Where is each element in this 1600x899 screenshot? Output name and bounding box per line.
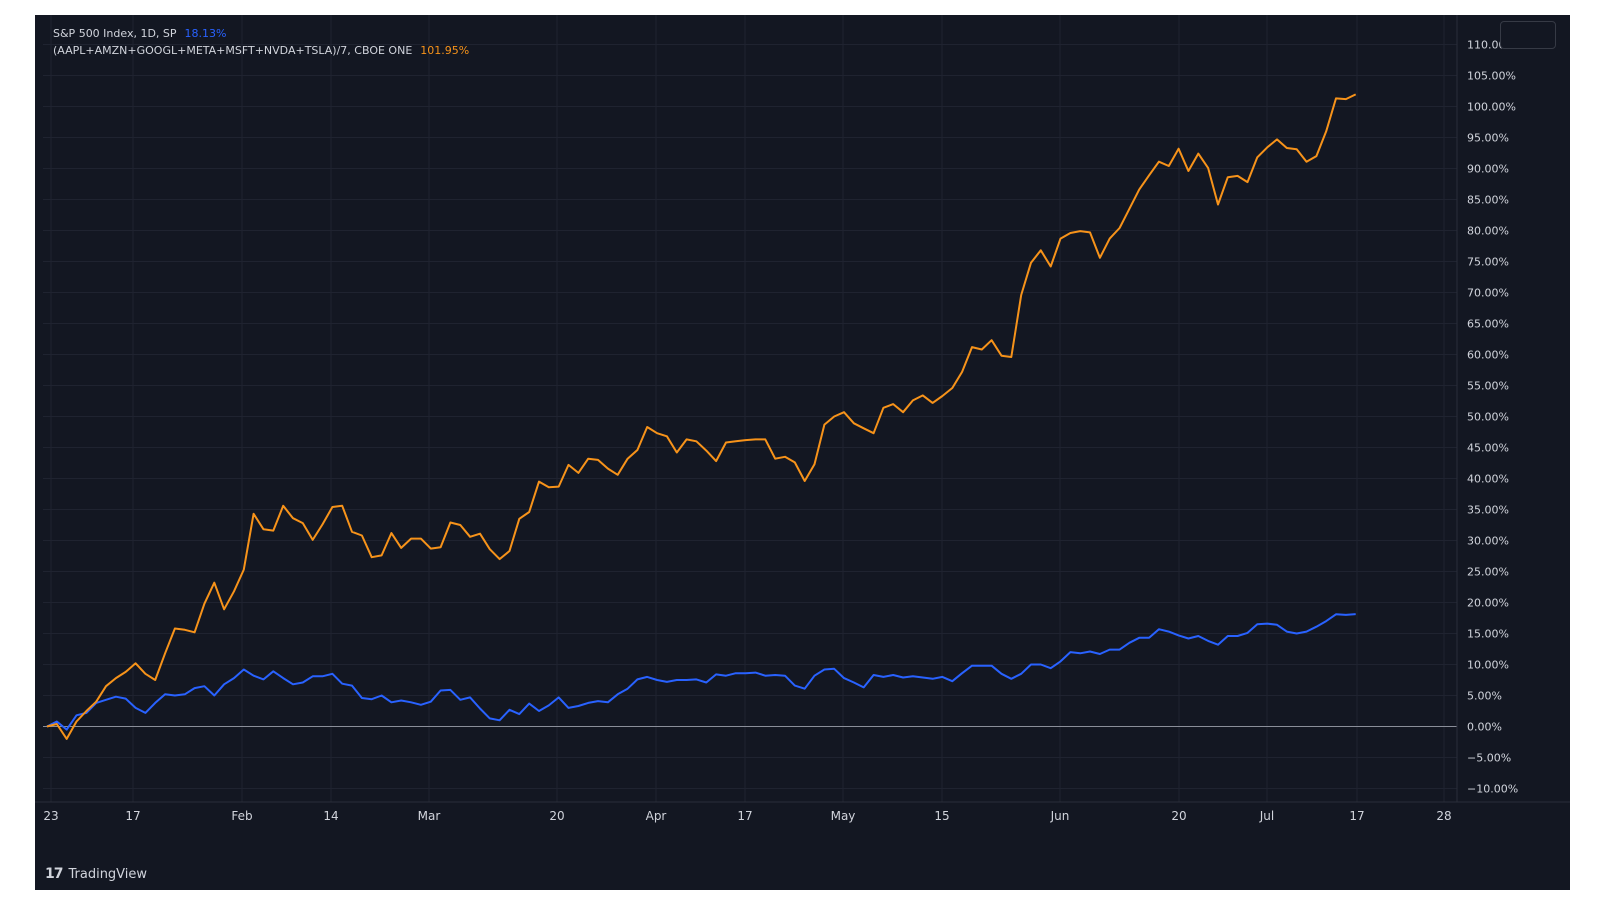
mega-cap-line — [46, 93, 1357, 740]
y-tick-label: −5.00% — [1467, 752, 1511, 765]
x-tick-label: Apr — [646, 809, 667, 823]
y-tick-label: 30.00% — [1467, 535, 1509, 548]
y-tick-label: 100.00% — [1467, 101, 1516, 114]
x-tick-label: Feb — [231, 809, 252, 823]
sp500-line — [46, 613, 1356, 731]
y-tick-label: 50.00% — [1467, 411, 1509, 424]
y-tick-label: 85.00% — [1467, 194, 1509, 207]
y-tick-label: −10.00% — [1467, 783, 1518, 796]
y-tick-label: 90.00% — [1467, 163, 1509, 176]
x-tick-label: 23 — [43, 809, 58, 823]
x-tick-label: 14 — [323, 809, 338, 823]
y-tick-label: 95.00% — [1467, 132, 1509, 145]
x-tick-label: May — [831, 809, 856, 823]
y-tick-label: 35.00% — [1467, 504, 1509, 517]
y-tick-label: 40.00% — [1467, 473, 1509, 486]
legend-mega-cap-label: (AAPL+AMZN+GOOGL+META+MSFT+NVDA+TSLA)/7,… — [53, 44, 413, 57]
x-tick-label: 20 — [549, 809, 564, 823]
tradingview-branding[interactable]: 17 TradingView — [45, 866, 147, 882]
chart-panel: 110.00% 105.00% 100.00% 95.00% 90.00% 85.00% 8… — [35, 15, 1570, 890]
y-tick-label: 25.00% — [1467, 566, 1509, 579]
legend-mega-cap-value: 101.95% — [420, 44, 470, 57]
y-tick-label: 5.00% — [1467, 690, 1502, 703]
legend-sp500-label: S&P 500 Index, 1D, SP — [53, 27, 177, 40]
scale-settings-box[interactable] — [1500, 21, 1556, 49]
y-tick-label: 75.00% — [1467, 256, 1509, 269]
x-tick-label: 20 — [1171, 809, 1186, 823]
y-tick-label: 0.00% — [1467, 721, 1502, 734]
x-tick-label: 17 — [125, 809, 140, 823]
y-tick-label: 55.00% — [1467, 380, 1509, 393]
legend-mega-cap[interactable]: (AAPL+AMZN+GOOGL+META+MSFT+NVDA+TSLA)/7,… — [53, 44, 469, 57]
y-tick-label: 45.00% — [1467, 442, 1509, 455]
y-tick-label: 80.00% — [1467, 225, 1509, 238]
y-tick-label: 70.00% — [1467, 287, 1509, 300]
y-tick-label: 60.00% — [1467, 349, 1509, 362]
x-tick-label: Jun — [1050, 809, 1070, 823]
x-tick-label: Jul — [1259, 809, 1274, 823]
x-tick-label: Mar — [418, 809, 441, 823]
tradingview-logo-icon: 17 — [45, 866, 64, 882]
legend-sp500[interactable]: S&P 500 Index, 1D, SP 18.13% — [53, 27, 227, 40]
tradingview-name: TradingView — [68, 866, 148, 882]
y-tick-label: 105.00% — [1467, 70, 1516, 83]
x-tick-label: 28 — [1436, 809, 1451, 823]
y-tick-label: 10.00% — [1467, 659, 1509, 672]
x-tick-label: 17 — [737, 809, 752, 823]
chart-canvas[interactable]: 110.00%105.00%100.00%95.00%90.00%85.00%8… — [35, 15, 1570, 890]
y-tick-label: 20.00% — [1467, 597, 1509, 610]
legend-sp500-value: 18.13% — [184, 27, 227, 40]
y-tick-label: 65.00% — [1467, 318, 1509, 331]
x-tick-label: 17 — [1349, 809, 1364, 823]
x-tick-label: 15 — [934, 809, 949, 823]
y-tick-label: 15.00% — [1467, 628, 1509, 641]
